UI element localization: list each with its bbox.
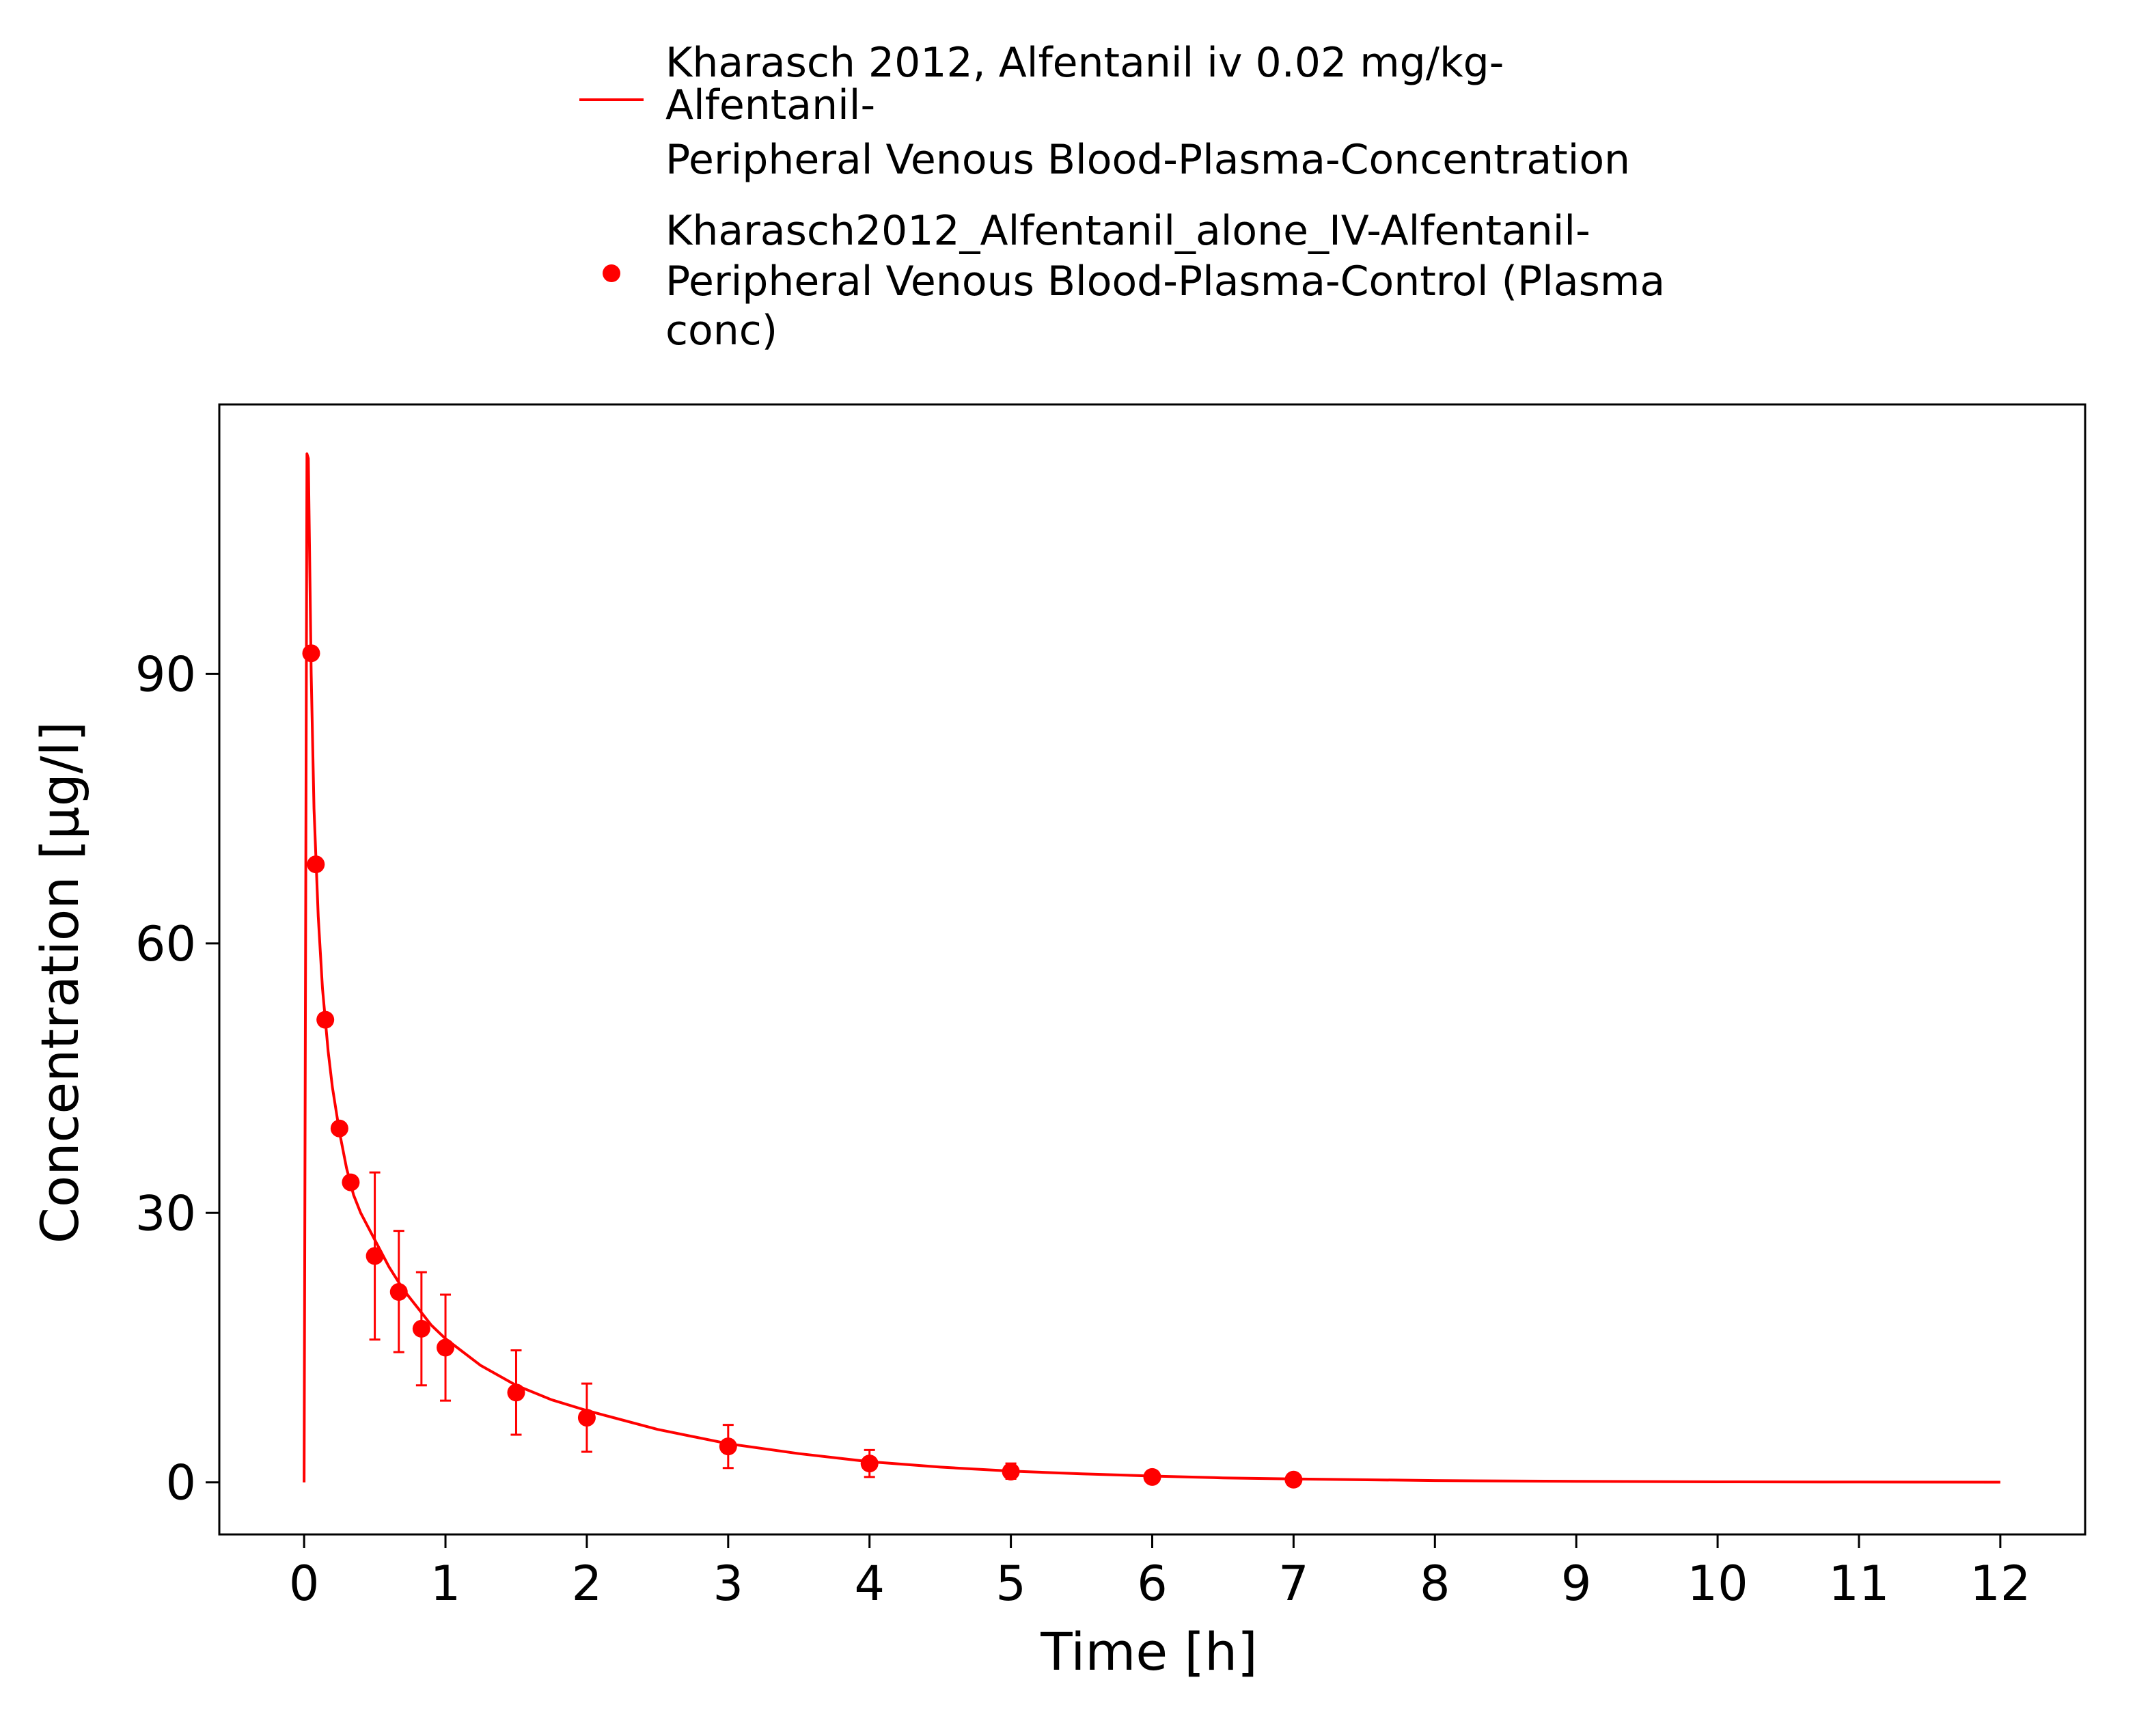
- observed-point: [577, 1409, 596, 1427]
- x-axis-title: Time [h]: [1040, 1621, 1258, 1682]
- x-tick-label: 1: [430, 1556, 461, 1612]
- observed-point: [719, 1437, 737, 1456]
- observed-point: [1284, 1470, 1303, 1489]
- observed-point: [860, 1455, 879, 1473]
- observed-point: [366, 1247, 384, 1265]
- observed-point: [1143, 1468, 1161, 1486]
- plot-area: [218, 403, 2086, 1536]
- y-tick-label: 0: [165, 1455, 196, 1511]
- x-tick-label: 5: [995, 1556, 1026, 1612]
- error-bar-layer: [369, 1171, 1017, 1480]
- observed-point: [342, 1173, 360, 1191]
- legend-points-label-1: Kharasch2012_Alfentanil_alone_IV-Alfenta…: [665, 207, 1590, 255]
- legend: Kharasch 2012, Alfentanil iv 0.02 mg/kg-…: [579, 39, 1665, 355]
- y-tick-label: 60: [135, 916, 196, 972]
- y-tick-label: 90: [135, 646, 196, 702]
- simulation-line-layer: [303, 452, 2000, 1484]
- observed-point: [1002, 1462, 1020, 1480]
- observed-point: [302, 644, 320, 663]
- x-tick-label: 3: [713, 1556, 744, 1612]
- observed-point: [507, 1383, 525, 1402]
- observed-point: [330, 1119, 348, 1138]
- observed-point: [389, 1283, 408, 1301]
- x-tick-label: 12: [1970, 1556, 2030, 1612]
- y-tick-label: 30: [135, 1185, 196, 1241]
- x-tick-label: 11: [1828, 1556, 1889, 1612]
- y-axis-title: Concentration [µg/l]: [29, 721, 90, 1243]
- observed-point: [316, 1010, 335, 1029]
- legend-point-swatch: [603, 264, 620, 282]
- observed-point: [412, 1319, 430, 1338]
- legend-points-label-2: Peripheral Venous Blood-Plasma-Control (…: [665, 258, 1665, 305]
- x-axis: 0 1 2 3 4 5 6 7 8 9 10 11 12: [289, 1534, 2030, 1612]
- x-tick-label: 2: [572, 1556, 603, 1612]
- observed-point: [437, 1338, 455, 1357]
- observed-points-layer: [302, 644, 1303, 1489]
- x-tick-label: 9: [1561, 1556, 1592, 1612]
- x-tick-label: 10: [1688, 1556, 1748, 1612]
- legend-line-label-2: Alfentanil-: [665, 81, 875, 129]
- legend-line-label-3: Peripheral Venous Blood-Plasma-Concentra…: [665, 136, 1630, 184]
- legend-entry-points: Kharasch2012_Alfentanil_alone_IV-Alfenta…: [603, 207, 1665, 355]
- legend-entry-line: Kharasch 2012, Alfentanil iv 0.02 mg/kg-…: [579, 39, 1630, 184]
- legend-points-label-3: conc): [665, 307, 777, 355]
- x-tick-label: 8: [1420, 1556, 1450, 1612]
- observed-point: [307, 855, 325, 874]
- simulation-line: [303, 452, 2000, 1484]
- y-axis: 0 30 60 90: [135, 646, 219, 1511]
- legend-line-label-1: Kharasch 2012, Alfentanil iv 0.02 mg/kg-: [665, 39, 1504, 87]
- x-tick-label: 4: [854, 1556, 885, 1612]
- x-tick-label: 0: [289, 1556, 320, 1612]
- x-tick-label: 6: [1137, 1556, 1168, 1612]
- x-tick-label: 7: [1278, 1556, 1309, 1612]
